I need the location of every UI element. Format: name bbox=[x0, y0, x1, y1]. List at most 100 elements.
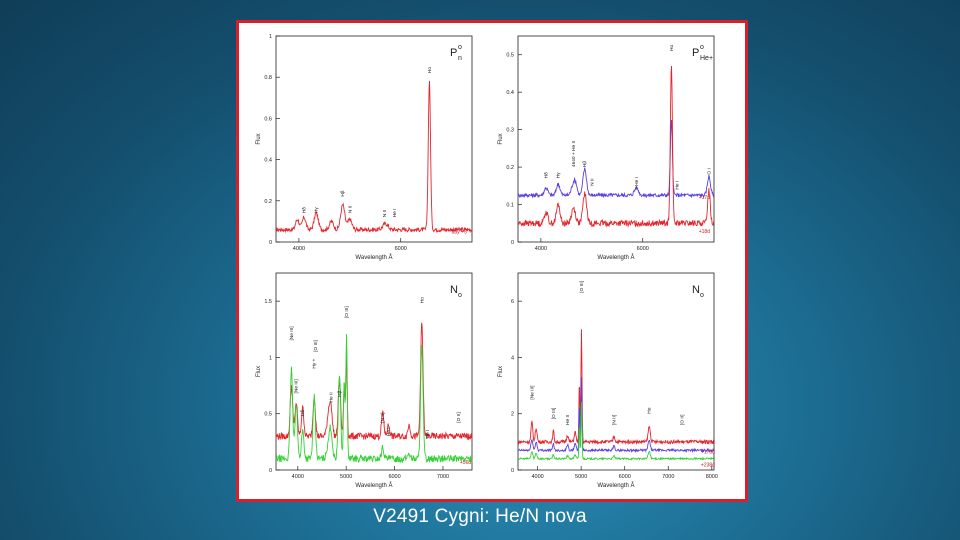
line-annotation: He I bbox=[386, 427, 392, 436]
panel-title-sub: He+ bbox=[700, 55, 713, 62]
line-annotation: Hγ + bbox=[312, 358, 318, 368]
x-tick-label: 4000 bbox=[535, 246, 547, 252]
line-annotation: He I bbox=[392, 208, 398, 217]
panel-title-sub: o bbox=[458, 292, 462, 299]
series-label: +17d bbox=[699, 195, 710, 201]
panel-title: P bbox=[692, 47, 699, 59]
panel-tr: 4000 6000 0 0.1 0.2 0.3 0.4 0.5 Wavelength Å Flux… bbox=[498, 35, 715, 261]
series-label: day +5 bbox=[452, 230, 467, 236]
panel-title: P bbox=[450, 47, 457, 59]
plot-area bbox=[517, 272, 715, 471]
line-annotation: He II bbox=[328, 392, 334, 402]
line-annotation: [O III] bbox=[313, 340, 319, 352]
line-annotation: [Ne III] bbox=[289, 326, 295, 340]
series-label: +178d bbox=[701, 450, 715, 456]
plot-area bbox=[517, 35, 715, 243]
series-44d bbox=[275, 322, 473, 441]
line-annotation: Hγ bbox=[314, 207, 320, 213]
y-tick-label: 0.4 bbox=[506, 90, 514, 96]
line-annotation: He I bbox=[675, 181, 681, 190]
x-tick-label: 6000 bbox=[637, 246, 649, 252]
line-annotation: O I bbox=[706, 168, 712, 174]
y-tick-label: 1 bbox=[269, 355, 272, 361]
panel-title-sup: o bbox=[700, 44, 704, 51]
y-tick-label: 0 bbox=[511, 468, 514, 474]
y-axis-label: Flux bbox=[498, 133, 504, 144]
line-annotation: [Ne III] bbox=[529, 386, 535, 400]
x-axis-label: Wavelength Å bbox=[597, 482, 634, 489]
line-annotation: Hα bbox=[427, 67, 433, 73]
series-day5 bbox=[275, 80, 473, 234]
panel-title-sub: n bbox=[458, 55, 462, 62]
panel-title-sub: o bbox=[700, 292, 704, 299]
x-axis-label: Wavelength Å bbox=[355, 254, 392, 261]
y-tick-label: 0.4 bbox=[264, 158, 272, 164]
series-17d bbox=[517, 119, 715, 199]
y-tick-label: 2 bbox=[511, 412, 514, 418]
line-annotation: Hα bbox=[647, 407, 653, 413]
y-tick-label: 0.3 bbox=[506, 128, 514, 134]
panel-bl: 4000 5000 6000 7000 0 0.5 1 1.5 Wavelength Å Flux… bbox=[256, 272, 473, 489]
panel-br: 4000 5000 6000 7000 8000 0 2 4 6 Wavelength Å Flux… bbox=[498, 272, 718, 489]
series-238d bbox=[517, 402, 715, 461]
spectra-figure: 4000 6000 0 0.2 0.4 0.6 0.8 1 Wavelength Å Flux P o… bbox=[256, 34, 718, 489]
x-tick-label: 6000 bbox=[388, 474, 400, 480]
series-label: +44d bbox=[460, 434, 471, 440]
line-annotation: He I bbox=[634, 177, 640, 186]
y-tick-label: 0.6 bbox=[264, 116, 272, 122]
line-annotation: Hδ bbox=[302, 207, 308, 213]
line-annotation: [O III] bbox=[551, 408, 557, 420]
series-18d bbox=[517, 65, 715, 228]
x-tick-label: 6000 bbox=[619, 474, 631, 480]
line-annotation: [O II] bbox=[456, 412, 462, 422]
line-annotation: [O II] bbox=[680, 415, 686, 425]
line-annotation: [O III] bbox=[344, 306, 350, 318]
panel-tl: 4000 6000 0 0.2 0.4 0.6 0.8 1 Wavelength Å Flux P o… bbox=[256, 34, 473, 261]
line-annotation: Hα bbox=[419, 297, 425, 303]
x-tick-label: 8000 bbox=[706, 474, 718, 480]
line-annotation: N II bbox=[589, 178, 595, 185]
x-axis-label: Wavelength Å bbox=[597, 254, 634, 261]
y-tick-label: 4 bbox=[511, 355, 514, 361]
x-tick-label: 4000 bbox=[531, 474, 543, 480]
y-tick-label: 0 bbox=[269, 240, 272, 246]
line-annotation: Hδ bbox=[300, 410, 306, 416]
line-annotation: N II bbox=[347, 206, 353, 213]
series-label: +18d bbox=[699, 229, 710, 235]
slide-caption: V2491 Cygni: He/N nova bbox=[373, 506, 587, 527]
y-tick-label: 0.1 bbox=[506, 203, 514, 209]
x-tick-label: 5000 bbox=[575, 474, 587, 480]
x-tick-label: 7000 bbox=[437, 474, 449, 480]
x-tick-label: 4000 bbox=[292, 474, 304, 480]
y-axis-label: Flux bbox=[498, 366, 504, 377]
series-137d bbox=[517, 329, 715, 446]
line-annotation: Hβ bbox=[337, 390, 343, 396]
line-annotation: He I bbox=[425, 430, 431, 439]
y-tick-label: 1.5 bbox=[264, 299, 272, 305]
line-annotation: Hβ bbox=[582, 161, 588, 167]
series-label: +238d bbox=[701, 462, 715, 468]
line-annotation: [N II] bbox=[612, 415, 618, 425]
y-tick-label: 0.8 bbox=[264, 75, 272, 81]
y-tick-label: 0 bbox=[511, 240, 514, 246]
plot-area bbox=[275, 272, 473, 471]
y-tick-label: 0.5 bbox=[506, 53, 514, 59]
series-56d bbox=[275, 333, 473, 464]
line-annotation: [Ne III] bbox=[294, 379, 300, 393]
y-tick-label: 0.2 bbox=[264, 199, 272, 205]
panel-title: N bbox=[692, 284, 700, 296]
y-tick-label: 1 bbox=[269, 34, 272, 40]
panel-title: N bbox=[450, 284, 458, 296]
line-annotation: 4640 + He II bbox=[571, 141, 577, 167]
y-tick-label: 0.5 bbox=[264, 412, 272, 418]
x-tick-label: 5000 bbox=[340, 474, 352, 480]
series-label: +56d bbox=[460, 460, 471, 466]
y-tick-label: 0.2 bbox=[506, 165, 514, 171]
line-annotation: [O III] bbox=[579, 281, 585, 293]
x-axis-label: Wavelength Å bbox=[355, 482, 392, 489]
line-annotation: Hα bbox=[669, 45, 675, 51]
line-annotation: Hδ bbox=[544, 172, 550, 178]
line-annotation: [N II] bbox=[380, 413, 386, 423]
y-axis-label: Flux bbox=[256, 133, 262, 144]
